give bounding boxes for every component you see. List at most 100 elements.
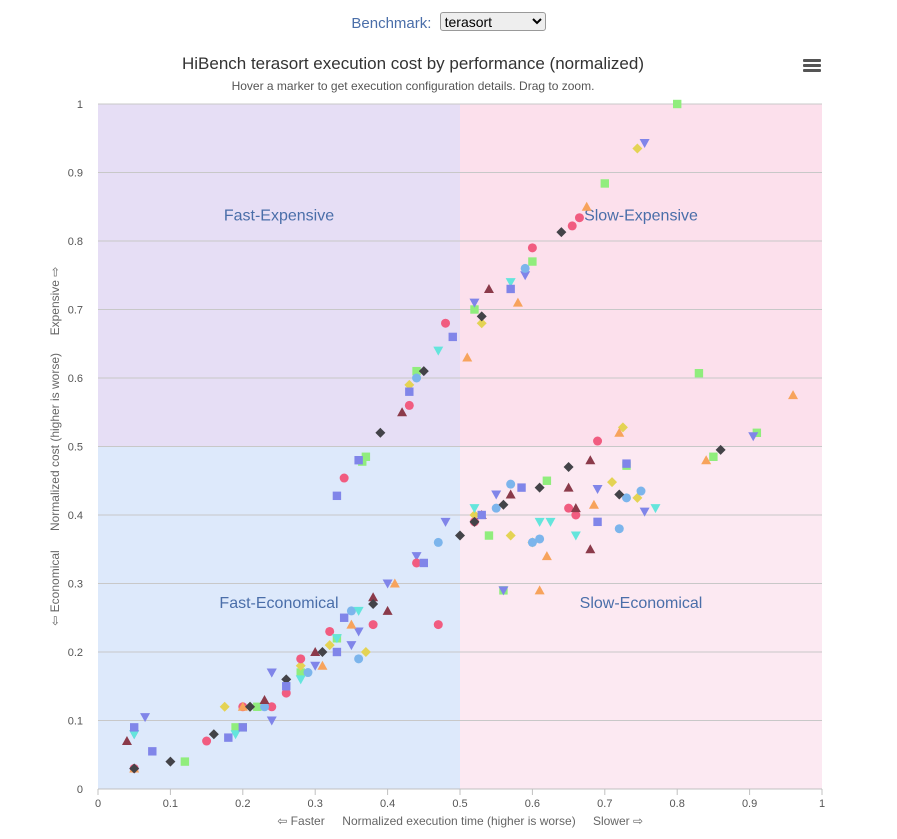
data-point-triangle-down[interactable]: [469, 504, 480, 514]
data-point-diamond[interactable]: [219, 701, 230, 712]
data-point-square[interactable]: [354, 456, 363, 465]
data-point-triangle-down[interactable]: [498, 586, 509, 596]
data-point-triangle[interactable]: [382, 605, 393, 615]
data-point-diamond[interactable]: [476, 318, 487, 329]
data-point-diamond[interactable]: [556, 227, 567, 238]
data-point-square[interactable]: [593, 517, 602, 527]
data-point-triangle-down[interactable]: [650, 504, 661, 514]
data-point-square[interactable]: [694, 369, 704, 378]
data-point-diamond[interactable]: [317, 647, 328, 657]
data-point-square[interactable]: [448, 332, 457, 342]
benchmark-select[interactable]: terasort: [439, 12, 546, 31]
data-point-square[interactable]: [517, 483, 526, 492]
data-point-square[interactable]: [361, 452, 371, 461]
data-point-triangle-down[interactable]: [639, 139, 650, 149]
data-point-square[interactable]: [231, 723, 240, 732]
data-point-square[interactable]: [332, 647, 342, 657]
data-point-circle[interactable]: [260, 702, 270, 712]
data-point-diamond[interactable]: [534, 482, 545, 493]
data-point-triangle[interactable]: [237, 701, 248, 711]
data-point-triangle[interactable]: [581, 201, 592, 211]
data-point-diamond[interactable]: [281, 674, 292, 685]
data-point-square[interactable]: [253, 702, 262, 711]
data-point-triangle[interactable]: [585, 544, 596, 554]
data-point-circle[interactable]: [296, 654, 306, 664]
data-point-diamond[interactable]: [607, 477, 618, 488]
data-point-diamond[interactable]: [295, 660, 306, 671]
data-point-square[interactable]: [238, 723, 247, 732]
data-point-triangle[interactable]: [541, 551, 552, 561]
data-point-circle[interactable]: [614, 524, 624, 534]
data-point-diamond[interactable]: [324, 640, 335, 651]
data-point-square[interactable]: [148, 747, 157, 756]
data-point-circle[interactable]: [325, 626, 335, 636]
data-point-triangle[interactable]: [563, 482, 574, 492]
data-point-triangle-down[interactable]: [433, 346, 444, 356]
data-point-triangle-down[interactable]: [411, 552, 422, 562]
data-point-diamond[interactable]: [469, 510, 480, 520]
data-point-circle[interactable]: [622, 493, 632, 503]
data-point-circle[interactable]: [368, 620, 378, 630]
data-point-triangle[interactable]: [505, 489, 516, 499]
data-point-triangle-down[interactable]: [440, 517, 451, 527]
data-point-diamond[interactable]: [165, 756, 176, 767]
data-point-circle[interactable]: [564, 503, 574, 513]
data-point-circle[interactable]: [412, 373, 422, 383]
data-point-diamond[interactable]: [455, 530, 465, 541]
data-point-triangle-down[interactable]: [639, 507, 650, 517]
data-point-square[interactable]: [405, 387, 414, 396]
data-point-diamond[interactable]: [404, 379, 415, 390]
data-point-circle[interactable]: [491, 503, 501, 513]
data-point-triangle-down[interactable]: [592, 484, 603, 494]
data-point-diamond[interactable]: [129, 763, 140, 774]
data-point-triangle[interactable]: [462, 352, 473, 362]
data-point-circle[interactable]: [520, 263, 530, 273]
data-point-triangle-down[interactable]: [748, 432, 759, 442]
data-point-square[interactable]: [622, 459, 631, 468]
data-point-circle[interactable]: [354, 654, 364, 664]
data-point-square[interactable]: [224, 733, 233, 742]
data-point-diamond[interactable]: [614, 489, 625, 500]
data-point-square[interactable]: [673, 99, 682, 109]
data-point-circle[interactable]: [281, 688, 291, 698]
data-point-circle[interactable]: [267, 702, 277, 712]
data-point-diamond[interactable]: [563, 462, 574, 473]
data-point-circle[interactable]: [593, 436, 603, 446]
data-point-square[interactable]: [282, 682, 291, 691]
data-point-triangle-down[interactable]: [353, 627, 364, 637]
data-point-circle[interactable]: [433, 620, 443, 630]
data-point-circle[interactable]: [404, 400, 414, 410]
data-point-circle[interactable]: [527, 537, 537, 547]
data-point-diamond[interactable]: [245, 701, 256, 712]
data-point-square[interactable]: [528, 257, 537, 266]
data-point-circle[interactable]: [339, 473, 349, 483]
data-point-square[interactable]: [709, 452, 718, 461]
data-point-square[interactable]: [332, 491, 342, 501]
data-point-diamond[interactable]: [715, 444, 726, 455]
data-point-circle[interactable]: [506, 479, 516, 489]
data-point-circle[interactable]: [571, 510, 581, 520]
data-point-diamond[interactable]: [476, 311, 487, 322]
data-point-triangle-down[interactable]: [266, 716, 277, 726]
data-point-triangle-down[interactable]: [520, 271, 531, 281]
data-point-triangle[interactable]: [534, 585, 545, 595]
data-point-square[interactable]: [130, 723, 139, 732]
data-point-triangle[interactable]: [701, 455, 712, 465]
data-point-circle[interactable]: [303, 668, 313, 678]
data-point-circle[interactable]: [567, 221, 577, 231]
data-point-square[interactable]: [296, 668, 305, 677]
data-points[interactable]: [121, 99, 799, 774]
data-point-circle[interactable]: [202, 736, 212, 746]
data-point-triangle[interactable]: [397, 407, 408, 417]
data-point-circle[interactable]: [636, 486, 646, 496]
data-point-triangle[interactable]: [259, 694, 270, 704]
data-point-circle[interactable]: [433, 537, 443, 547]
data-point-square[interactable]: [339, 613, 349, 622]
data-point-diamond[interactable]: [360, 647, 371, 657]
data-point-square[interactable]: [477, 510, 486, 520]
data-point-triangle-down[interactable]: [129, 730, 140, 740]
data-point-square[interactable]: [506, 284, 515, 294]
data-point-square[interactable]: [412, 366, 421, 376]
data-point-circle[interactable]: [346, 606, 356, 616]
